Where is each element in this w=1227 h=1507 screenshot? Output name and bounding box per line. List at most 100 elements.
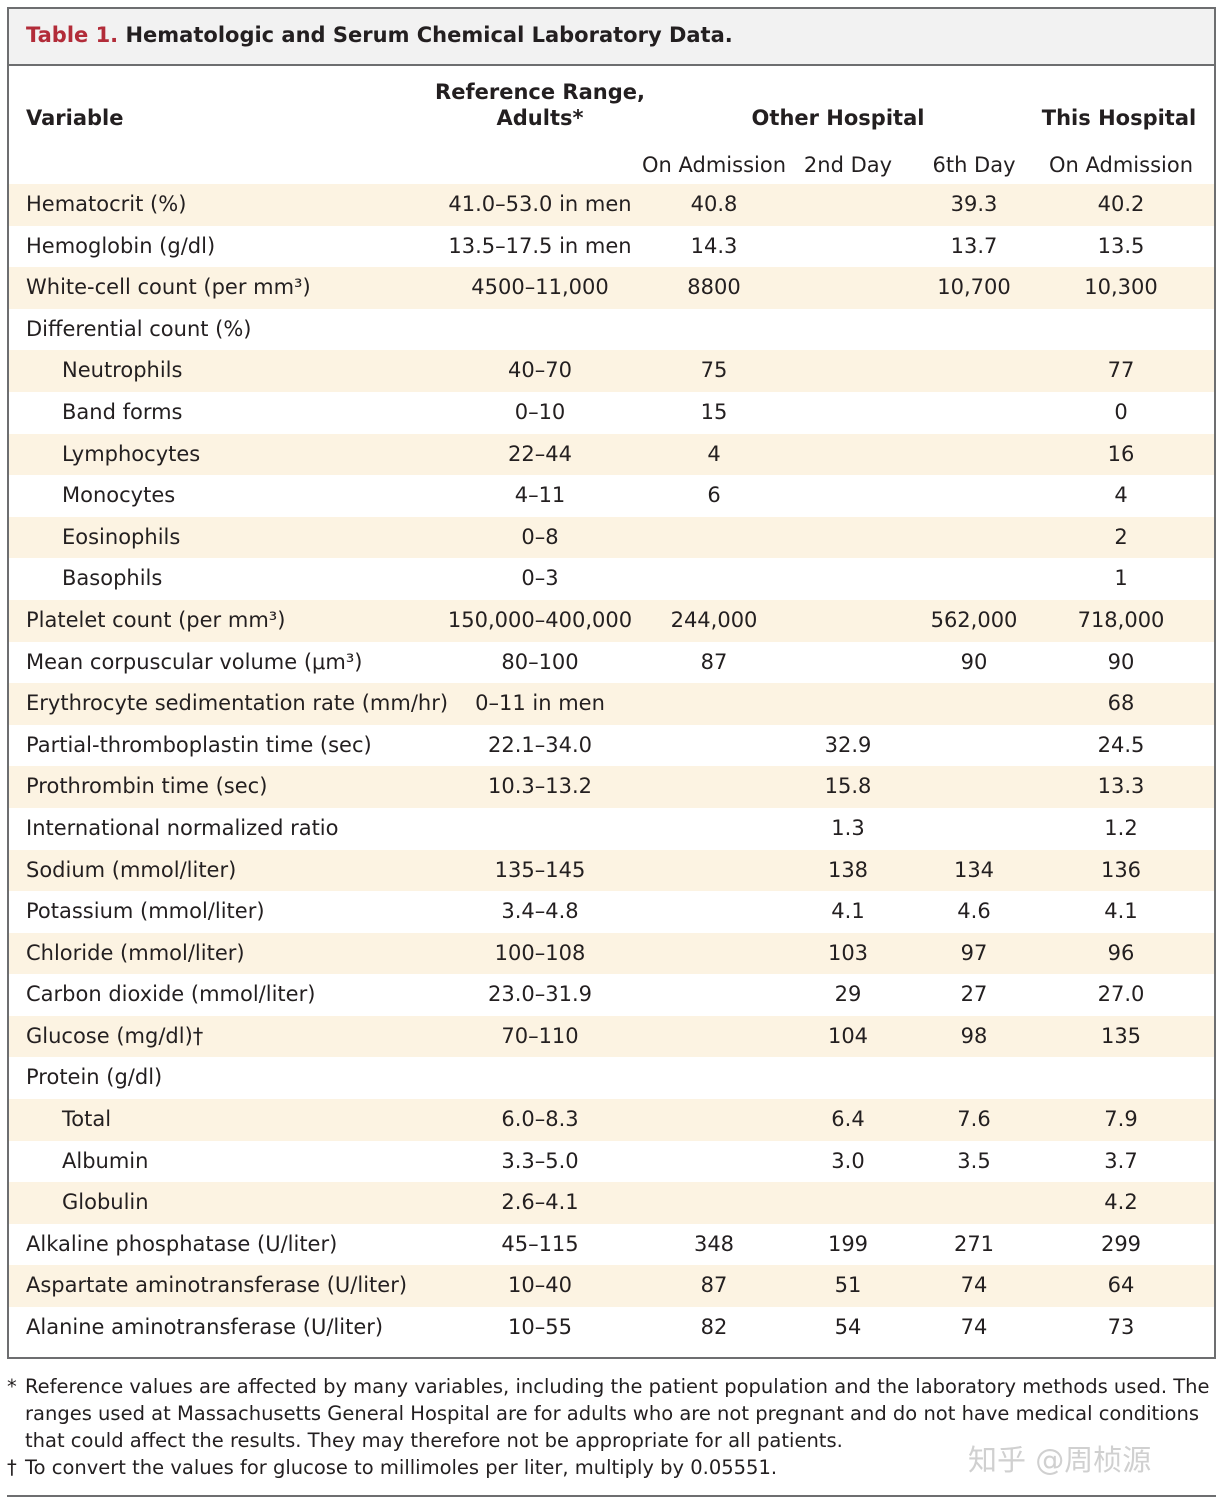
table-row: Neutrophils 40–70 75 77: [9, 350, 1214, 392]
cell-d2: 1.3: [831, 815, 865, 840]
cell-ref: 10.3–13.2: [487, 774, 593, 799]
cell-d2: 15.8: [824, 774, 872, 799]
subheader-on-admission: On Admission: [641, 153, 787, 177]
cell-th: 77: [1107, 358, 1135, 383]
cell-variable: Glucose (mg/dl)†: [26, 1023, 204, 1048]
footnote-text: Reference values are affected by many va…: [25, 1375, 1210, 1452]
cell-d2: 51: [834, 1273, 862, 1298]
cell-ref: 10–40: [508, 1273, 572, 1298]
cell-th: 136: [1100, 857, 1142, 882]
cell-variable: Alanine aminotransferase (U/liter): [26, 1315, 384, 1340]
footnote-reference: * Reference values are affected by many …: [7, 1373, 1219, 1454]
cell-adm: 8800: [687, 275, 741, 300]
cell-ref: 4500–11,000: [471, 275, 609, 300]
cell-d2: 29: [834, 982, 862, 1007]
cell-th: 13.5: [1097, 233, 1145, 258]
header-reference-line1: Reference Range,: [435, 80, 645, 104]
bottom-rule: [7, 1495, 1216, 1497]
table-row: Carbon dioxide (mmol/liter) 23.0–31.9 29 27…: [9, 974, 1214, 1016]
cell-variable: Total: [62, 1107, 112, 1132]
footnote-mark: †: [7, 1456, 17, 1479]
cell-ref: 0–10: [514, 399, 566, 424]
cell-th: 13.3: [1097, 774, 1145, 799]
table-row: Chloride (mmol/liter) 100–108 103 97 96: [9, 932, 1214, 975]
cell-adm: 14.3: [690, 233, 738, 258]
cell-d6: 3.5: [957, 1148, 991, 1173]
cell-adm: 4: [707, 441, 721, 466]
cell-variable: Albumin: [62, 1148, 149, 1173]
cell-ref: 45–115: [501, 1231, 579, 1256]
cell-variable: Chloride (mmol/liter): [26, 940, 245, 965]
table-frame: Table 1. Hematologic and Serum Chemical …: [7, 7, 1216, 1359]
table-row: Erythrocyte sedimentation rate (mm/hr) 0–…: [9, 683, 1214, 725]
cell-variable: Neutrophils: [62, 358, 183, 383]
cell-th: 64: [1107, 1273, 1135, 1298]
cell-variable: Band forms: [62, 399, 183, 424]
cell-th: 3.7: [1104, 1148, 1138, 1173]
subheader-2nd-day: 2nd Day: [803, 153, 893, 177]
cell-variable: Platelet count (per mm³): [26, 607, 286, 632]
cell-d6: 74: [960, 1273, 988, 1298]
cell-variable: Basophils: [62, 566, 163, 591]
cell-th: 1.2: [1104, 815, 1138, 840]
cell-adm: 6: [707, 483, 721, 508]
cell-d2: 32.9: [824, 732, 872, 757]
table-body: Hematocrit (%) 41.0–53.0 in men 40.8 39.3 40…: [9, 184, 1214, 1349]
cell-ref: 23.0–31.9: [487, 982, 593, 1007]
cell-ref: 40–70: [508, 358, 572, 383]
cell-variable: Prothrombin time (sec): [26, 774, 268, 799]
cell-adm: 75: [700, 358, 728, 383]
cell-d2: 4.1: [831, 899, 865, 924]
cell-d6: 27: [960, 982, 988, 1007]
table-row: Eosinophils 0–8 2: [9, 516, 1214, 559]
cell-ref: 22.1–34.0: [487, 732, 593, 757]
cell-adm: 348: [693, 1231, 735, 1256]
cell-variable: Partial-thromboplastin time (sec): [26, 732, 372, 757]
table-row: Potassium (mmol/liter) 3.4–4.8 4.1 4.6 4.1: [9, 891, 1214, 933]
footnote-text: To convert the values for glucose to mil…: [25, 1456, 778, 1479]
cell-ref: 22–44: [508, 441, 572, 466]
cell-d6: 13.7: [950, 233, 998, 258]
cell-d2: 103: [827, 940, 869, 965]
cell-d6: 134: [953, 857, 995, 882]
header-variable: Variable: [26, 106, 124, 130]
cell-th: 27.0: [1097, 982, 1145, 1007]
cell-ref: 13.5–17.5 in men: [448, 233, 632, 258]
table-row: Differential count (%): [9, 309, 1214, 351]
cell-th: 718,000: [1077, 607, 1165, 632]
cell-ref: 3.3–5.0: [501, 1148, 579, 1173]
cell-adm: 15: [700, 399, 728, 424]
table-row: Partial-thromboplastin time (sec) 22.1–34…: [9, 725, 1214, 767]
table-row: Globulin 2.6–4.1 4.2: [9, 1182, 1214, 1224]
table-row: Protein (g/dl): [9, 1057, 1214, 1099]
cell-variable: White-cell count (per mm³): [26, 275, 311, 300]
table-row: Platelet count (per mm³) 150,000–400,000 2…: [9, 599, 1214, 642]
cell-d6: 39.3: [950, 192, 998, 216]
cell-variable: Protein (g/dl): [26, 1065, 163, 1090]
cell-ref: 6.0–8.3: [501, 1107, 579, 1132]
table-number: Table 1.: [26, 23, 119, 47]
cell-variable: Globulin: [62, 1190, 149, 1215]
cell-d6: 271: [953, 1231, 995, 1256]
cell-d6: 90: [960, 649, 988, 674]
table-row: Glucose (mg/dl)† 70–110 104 98 135: [9, 1015, 1214, 1058]
cell-ref: 2.6–4.1: [501, 1190, 579, 1215]
cell-d2: 6.4: [831, 1107, 865, 1132]
cell-th: 90: [1107, 649, 1135, 674]
footnote-mark: *: [7, 1375, 17, 1398]
cell-th: 40.2: [1097, 192, 1145, 216]
table-row: Albumin 3.3–5.0 3.0 3.5 3.7: [9, 1141, 1214, 1183]
cell-adm: 87: [700, 1273, 728, 1298]
cell-variable: Carbon dioxide (mmol/liter): [26, 982, 316, 1007]
cell-th: 4.1: [1104, 899, 1138, 924]
cell-ref: 0–11 in men: [475, 691, 605, 716]
cell-adm: 87: [700, 649, 728, 674]
table-title-text: Hematologic and Serum Chemical Laborator…: [125, 23, 733, 47]
table-row: Prothrombin time (sec) 10.3–13.2 15.8 13.3: [9, 766, 1214, 808]
cell-d6: 74: [960, 1315, 988, 1340]
table-row: Alanine aminotransferase (U/liter) 10–55 8…: [9, 1307, 1214, 1349]
cell-th: 10,300: [1084, 275, 1158, 300]
cell-adm: 40.8: [690, 192, 738, 216]
table-row: Basophils 0–3 1: [9, 558, 1214, 600]
cell-d6: 562,000: [930, 607, 1018, 632]
